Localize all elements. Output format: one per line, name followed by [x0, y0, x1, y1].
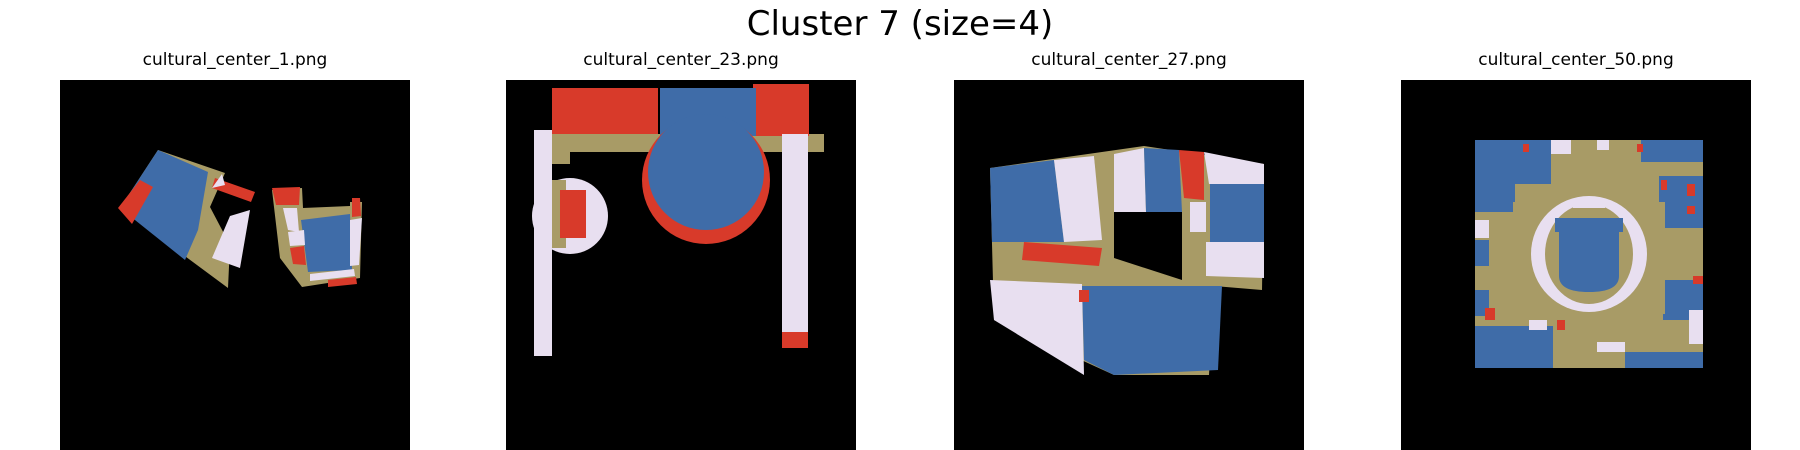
floorplan-1-room-blue-left [120, 150, 208, 260]
floorplan-2-svg [506, 80, 856, 450]
panel-4-image [1401, 80, 1751, 450]
floorplan-4-room-white-d [1689, 310, 1703, 344]
floorplan-4-room-red-c [1661, 180, 1667, 190]
floorplan-1-room-white-d [310, 269, 355, 281]
floorplan-4-room-red-f [1693, 276, 1703, 284]
floorplan-1-room-white-c [288, 230, 305, 246]
floorplan-4-room-red-e [1687, 206, 1695, 214]
panel-1-title: cultural_center_1.png [142, 50, 328, 70]
floorplan-3-room-blue-center [1144, 148, 1182, 212]
floorplan-2-wing-right [782, 134, 808, 344]
floorplan-4-svg [1401, 80, 1751, 450]
floorplan-1-room-red-left [118, 180, 153, 224]
panel-4: cultural_center_50.png [1401, 48, 1751, 450]
floorplan-4-room-white-b [1597, 140, 1609, 150]
panel-2: cultural_center_23.png [506, 48, 856, 450]
floorplan-3-stair-a [1094, 154, 1114, 198]
floorplan-4-room-blue-ne [1641, 140, 1703, 162]
floorplan-4-room-white-f [1597, 342, 1625, 352]
floorplan-4-room-white-e [1529, 320, 1547, 330]
floorplan-3-room-white-e [1206, 242, 1264, 278]
panel-3-image [954, 80, 1304, 450]
floorplan-2-room-red-bottom-right [782, 332, 808, 348]
floorplan-2-room-red-round [560, 190, 586, 238]
panel-2-title: cultural_center_23.png [583, 50, 779, 70]
panel-1: cultural_center_1.png [60, 48, 410, 450]
floorplan-4-room-blue-se [1625, 352, 1703, 368]
floorplan-4-room-blue-w [1475, 240, 1489, 266]
floorplan-2-rotunda [648, 114, 764, 230]
floorplan-4-room-red-a [1523, 144, 1529, 152]
floorplan-4-stage [1555, 218, 1623, 232]
panel-3: cultural_center_27.png [954, 48, 1304, 450]
floorplan-4-room-red-b [1637, 144, 1643, 152]
floorplan-2-room-red-top-right [753, 84, 809, 136]
floorplan-4-room-blue-nw [1475, 140, 1551, 184]
floorplan-3-room-white-b [1114, 148, 1146, 212]
floorplan-1-room-blue-right [301, 214, 352, 272]
floorplan-4-room-blue-nw2 [1475, 184, 1515, 212]
floorplan-4-room-red-d [1687, 184, 1695, 196]
floorplan-4-auditorium [1559, 226, 1619, 292]
floorplan-4-room-red-g [1485, 308, 1495, 320]
floorplan-1-room-red-a [272, 187, 300, 205]
floorplan-1-room-red-c [290, 246, 306, 265]
floorplan-1-room-white-a [283, 208, 299, 232]
floorplan-3-room-red-b [1022, 242, 1102, 266]
panel-1-image [60, 80, 410, 450]
floorplan-3-room-blue-right [1210, 184, 1264, 242]
floorplan-1-svg [60, 80, 410, 450]
floorplan-3-room-blue-left [990, 160, 1064, 242]
floorplan-1-room-red-d [328, 277, 357, 287]
panel-3-title: cultural_center_27.png [1031, 50, 1227, 70]
floorplan-1-room-white-top [212, 174, 225, 188]
floorplan-3-room-red-a [1179, 150, 1204, 200]
floorplan-3-room-white-d [1190, 202, 1206, 232]
floorplan-1-room-white-b [350, 218, 362, 266]
floorplan-4-room-white-c [1475, 220, 1489, 238]
floorplan-3-room-blue-bottom [1082, 286, 1222, 375]
floorplan-3-courtyard [1114, 212, 1182, 280]
floorplan-3-room-white-f [990, 280, 1084, 375]
floorplan-4-room-red-h [1557, 320, 1565, 330]
panel-2-image [506, 80, 856, 450]
floorplan-3-svg [954, 80, 1304, 450]
floorplan-4-room-white-a [1551, 140, 1571, 154]
floorplan-4-room-blue-sw [1475, 326, 1553, 368]
floorplan-3-room-red-c [1079, 290, 1089, 302]
panel-4-title: cultural_center_50.png [1478, 50, 1674, 70]
floorplan-2-corridor-corner [550, 134, 570, 164]
floorplan-3-room-white-a [1054, 156, 1102, 242]
floorplan-2-room-red-top-left [552, 88, 658, 134]
figure-title: Cluster 7 (size=4) [746, 4, 1054, 44]
floorplan-1-room-white-right [212, 210, 250, 268]
floorplan-1-room-red-b [352, 198, 361, 217]
floorplan-3-room-white-c [1204, 152, 1264, 186]
floorplan-4-lobby [1573, 200, 1605, 208]
